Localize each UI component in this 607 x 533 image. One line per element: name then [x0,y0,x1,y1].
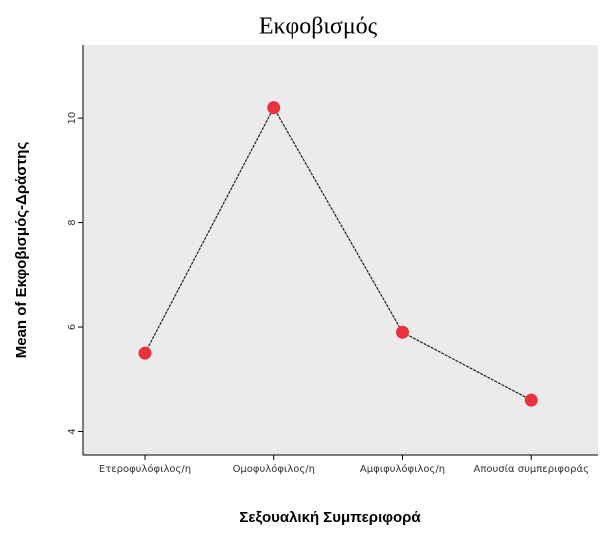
y-axis-label: Mean of Εκφοβισμός-Δράστης [13,142,30,359]
x-tick-label: Ετεροφυλόφιλος/η [99,463,191,475]
y-tick-label: 8 [67,219,78,225]
marker [396,325,409,339]
plot-area [83,45,598,455]
marker [138,346,152,360]
y-tick-label: 10 [67,112,78,125]
x-axis-label: Σεξουαλική Συμπεριφορά [239,509,421,526]
marker [267,101,281,115]
line [144,106,532,401]
x-tick-label: Απουσία συμπεριφοράς [474,463,589,475]
marker [524,393,538,407]
y-tick-label: 6 [67,324,78,330]
x-tick-label: Αμφιφυλόφιλος/η [360,463,445,475]
x-tick-label: Ομοφυλόφιλος/η [233,463,315,475]
chart-title: Εκφοβισμός [259,14,378,40]
y-tick-label: 4 [67,428,78,434]
